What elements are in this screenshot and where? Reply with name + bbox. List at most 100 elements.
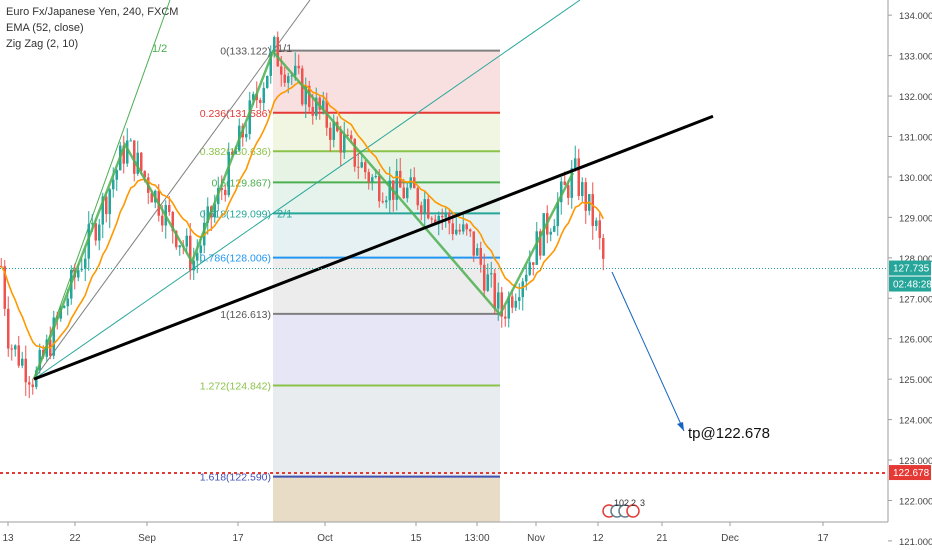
candle[interactable]: [38, 349, 42, 371]
candle[interactable]: [497, 292, 500, 309]
candle[interactable]: [24, 358, 28, 383]
candle[interactable]: [525, 274, 528, 282]
candle[interactable]: [273, 37, 276, 52]
candle[interactable]: [378, 175, 381, 202]
candle[interactable]: [283, 74, 287, 83]
candle[interactable]: [563, 181, 567, 186]
candle[interactable]: [602, 238, 605, 259]
fan-line-1-2[interactable]: [33, 0, 171, 380]
candle[interactable]: [427, 199, 430, 219]
candle[interactable]: [465, 224, 469, 230]
candle[interactable]: [343, 134, 346, 153]
candle[interactable]: [504, 316, 507, 319]
legend-ema[interactable]: EMA (52, close): [6, 22, 84, 34]
candle[interactable]: [441, 215, 444, 218]
candle[interactable]: [98, 224, 101, 241]
candle[interactable]: [402, 187, 406, 199]
candle[interactable]: [455, 229, 458, 235]
candle[interactable]: [574, 158, 577, 169]
candle[interactable]: [511, 296, 514, 308]
candle[interactable]: [416, 188, 420, 206]
candle[interactable]: [269, 51, 273, 76]
candle[interactable]: [458, 229, 462, 232]
candle[interactable]: [332, 121, 336, 140]
candle[interactable]: [483, 264, 486, 291]
candle[interactable]: [14, 345, 17, 350]
candle[interactable]: [437, 215, 441, 224]
candle[interactable]: [140, 152, 143, 172]
candle[interactable]: [178, 245, 182, 248]
candle[interactable]: [175, 231, 178, 248]
candle[interactable]: [234, 150, 238, 155]
candle[interactable]: [259, 100, 262, 104]
candle[interactable]: [206, 206, 210, 223]
candle[interactable]: [353, 138, 357, 167]
candle[interactable]: [126, 140, 129, 164]
candle[interactable]: [304, 85, 308, 105]
candle[interactable]: [581, 182, 584, 196]
candle[interactable]: [252, 94, 255, 101]
candle[interactable]: [112, 179, 115, 190]
candle[interactable]: [133, 140, 136, 174]
candle[interactable]: [556, 202, 560, 227]
candle[interactable]: [52, 317, 56, 356]
legend-zigzag[interactable]: Zig Zag (2, 10): [6, 38, 79, 50]
candle[interactable]: [367, 172, 371, 183]
target-price-tag[interactable]: [889, 465, 931, 481]
candle[interactable]: [514, 300, 518, 308]
candle[interactable]: [434, 219, 437, 224]
candle[interactable]: [150, 192, 154, 203]
candle[interactable]: [315, 97, 318, 116]
candle[interactable]: [196, 252, 199, 261]
candle[interactable]: [532, 262, 535, 265]
candle[interactable]: [322, 100, 325, 110]
candle[interactable]: [549, 231, 553, 235]
candle[interactable]: [371, 177, 374, 183]
candle[interactable]: [584, 182, 588, 211]
fan-line-2-1[interactable]: [33, 0, 581, 380]
candle[interactable]: [444, 212, 448, 218]
candle[interactable]: [308, 85, 311, 107]
candle[interactable]: [294, 65, 297, 76]
candle[interactable]: [171, 211, 175, 232]
candle[interactable]: [94, 223, 98, 241]
candle[interactable]: [213, 204, 217, 218]
candle[interactable]: [518, 297, 521, 301]
candle[interactable]: [161, 215, 164, 226]
candle[interactable]: [91, 223, 94, 225]
candle[interactable]: [21, 358, 24, 366]
candle[interactable]: [17, 345, 21, 366]
candle[interactable]: [28, 382, 31, 385]
candle[interactable]: [423, 199, 427, 214]
candle[interactable]: [521, 281, 525, 298]
candle[interactable]: [84, 258, 87, 269]
trend-line[interactable]: [33, 114, 714, 381]
candle[interactable]: [567, 185, 570, 198]
candle[interactable]: [101, 196, 105, 225]
candle[interactable]: [276, 37, 280, 67]
candle[interactable]: [105, 196, 108, 215]
candle[interactable]: [262, 87, 266, 104]
candle[interactable]: [364, 162, 367, 173]
fan-line-1-1[interactable]: [33, 0, 311, 380]
candle[interactable]: [7, 308, 10, 349]
candle[interactable]: [122, 145, 126, 164]
candle[interactable]: [290, 75, 294, 77]
candle[interactable]: [357, 166, 360, 168]
candle[interactable]: [560, 181, 563, 203]
candle[interactable]: [143, 171, 147, 178]
candle[interactable]: [350, 135, 353, 139]
candle[interactable]: [287, 76, 290, 83]
candle[interactable]: [192, 260, 196, 271]
candle[interactable]: [318, 97, 322, 110]
candle[interactable]: [189, 235, 192, 271]
candle[interactable]: [409, 177, 413, 188]
candle[interactable]: [168, 205, 171, 212]
candle[interactable]: [598, 220, 602, 239]
candle[interactable]: [381, 201, 385, 203]
candle[interactable]: [266, 75, 269, 88]
candle[interactable]: [430, 218, 434, 220]
candle[interactable]: [280, 66, 283, 75]
current-price-tag[interactable]: [889, 260, 931, 276]
